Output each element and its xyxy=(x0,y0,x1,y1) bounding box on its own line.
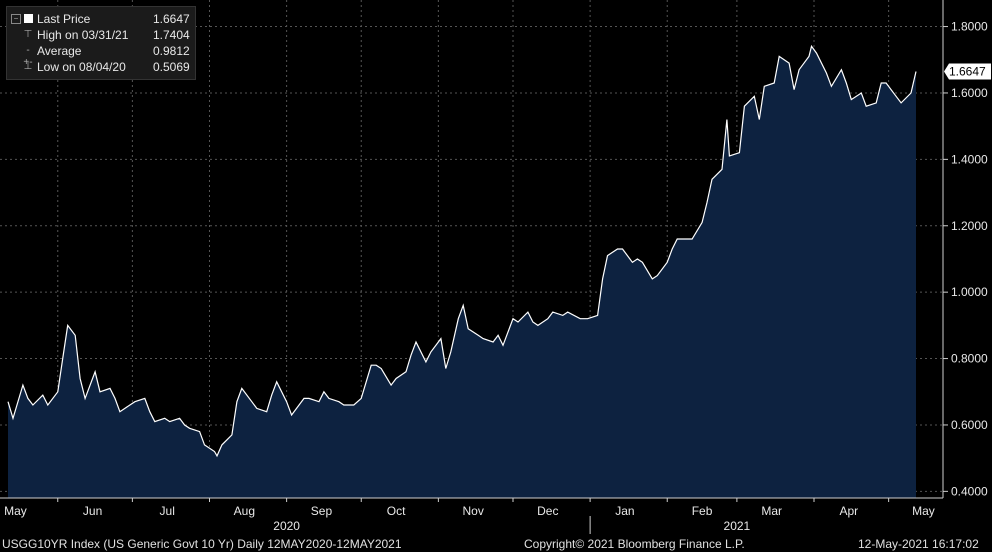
y-tick-label: 1.8000 xyxy=(951,20,988,34)
year-label: 2021 xyxy=(724,519,751,533)
x-tick-label: Sep xyxy=(311,504,333,518)
high-marker-icon: ⊤ xyxy=(23,29,33,40)
footer-copyright: Copyright© 2021 Bloomberg Finance L.P. xyxy=(524,537,745,551)
y-tick-label: 0.6000 xyxy=(951,418,988,432)
y-tick-label: 0.8000 xyxy=(951,352,988,366)
legend-row-last-price: − Last Price 1.6647 xyxy=(11,11,191,27)
x-tick-label: Mar xyxy=(761,504,782,518)
x-tick-label: May xyxy=(912,504,935,518)
average-marker-icon: -+- xyxy=(23,45,33,68)
last-price-tag-label: 1.6647 xyxy=(949,64,986,78)
y-axis-ticks: 0.4000 0.6000 0.8000 1.0000 1.2000 1.4000 1.60… xyxy=(943,20,988,498)
series-area-fill xyxy=(8,46,916,499)
legend-value-high: 1.7404 xyxy=(153,28,190,42)
legend-value-low: 0.5069 xyxy=(153,60,190,74)
legend-box: − Last Price 1.6647 ⊤ High on 03/31/21 1… xyxy=(6,6,196,80)
x-tick-label: Aug xyxy=(234,504,255,518)
legend-label-high: High on 03/31/21 xyxy=(37,28,129,42)
x-tick-label: May xyxy=(4,504,27,518)
x-tick-label: Dec xyxy=(537,504,558,518)
x-tick-label: Nov xyxy=(463,504,484,518)
low-marker-icon: ⊥ xyxy=(23,61,33,72)
footer-security-description: USGG10YR Index (US Generic Govt 10 Yr) D… xyxy=(2,537,402,551)
collapse-toggle-icon[interactable]: − xyxy=(11,14,21,24)
legend-label-low: Low on 08/04/20 xyxy=(37,60,126,74)
x-tick-label: Apr xyxy=(839,504,858,518)
legend-row-high: ⊤ High on 03/31/21 1.7404 xyxy=(11,27,191,43)
y-tick-label: 1.4000 xyxy=(951,152,988,166)
legend-label-average: Average xyxy=(37,44,82,58)
y-tick-label: 0.4000 xyxy=(951,484,988,498)
legend-row-low: ⊥ Low on 08/04/20 0.5069 xyxy=(11,59,191,75)
legend-row-average: -+- Average 0.9812 xyxy=(11,43,191,68)
legend-value-average: 0.9812 xyxy=(153,44,190,58)
y-tick-label: 1.0000 xyxy=(951,285,988,299)
year-label: 2020 xyxy=(273,519,300,533)
footer-timestamp: 12-May-2021 16:17:02 xyxy=(858,537,979,551)
x-tick-label: Jun xyxy=(83,504,102,518)
legend-value-last-price: 1.6647 xyxy=(153,12,190,26)
x-tick-label: Jul xyxy=(160,504,175,518)
x-tick-label: Jan xyxy=(615,504,634,518)
y-tick-label: 1.6000 xyxy=(951,86,988,100)
last-price-tag: 1.6647 xyxy=(944,63,991,80)
y-tick-label: 1.2000 xyxy=(951,219,988,233)
x-tick-label: Oct xyxy=(387,504,406,518)
last-price-tag-shape xyxy=(944,63,991,80)
x-axis-ticks: May Jun Jul Aug Sep Oct Nov Dec Jan Feb Mar Apr May 2… xyxy=(4,498,935,534)
series-line-last-price xyxy=(7,44,917,458)
x-tick-label: Feb xyxy=(692,504,713,518)
filled-square-icon xyxy=(24,14,33,23)
legend-label-last-price: Last Price xyxy=(37,12,91,26)
